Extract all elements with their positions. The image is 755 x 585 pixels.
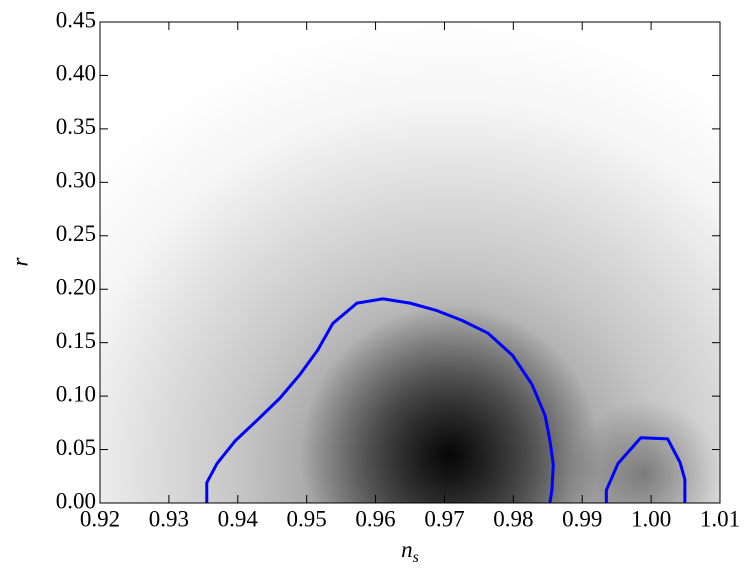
y-tick-label: 0.30 [56,168,96,193]
x-tick-label: 0.93 [149,506,189,531]
x-tick-label: 0.99 [562,506,602,531]
contour-line [604,436,687,503]
x-tick-label: 0.94 [218,506,259,531]
y-axis-label: r [7,256,32,266]
x-tick-label: 0.97 [424,506,464,531]
marks [205,297,687,504]
y-tick-label: 0.35 [56,114,96,139]
y-tick-label: 0.10 [56,381,96,406]
y-tick-label: 0.05 [56,435,96,460]
x-axis-label: ns [401,537,419,565]
x-tick-label: 1.00 [631,506,671,531]
y-tick-label: 0.20 [56,275,96,300]
y-tick-label: 0.00 [56,488,96,513]
density [100,22,720,503]
frame [99,21,721,504]
x-label-sub: s [413,549,419,566]
y-tick-label: 0.45 [56,7,96,32]
x-label-main: n [401,537,413,562]
x-tick-label: 0.95 [287,506,327,531]
x-tick-label: 1.01 [700,506,740,531]
y-tick-label: 0.40 [56,61,96,86]
y-tick-label: 0.15 [56,328,96,353]
x-tick-label: 0.92 [80,506,120,531]
x-tick-label: 0.98 [493,506,533,531]
y-tick-label: 0.25 [56,221,96,246]
x-tick-label: 0.96 [355,506,395,531]
contour-line [205,297,555,504]
